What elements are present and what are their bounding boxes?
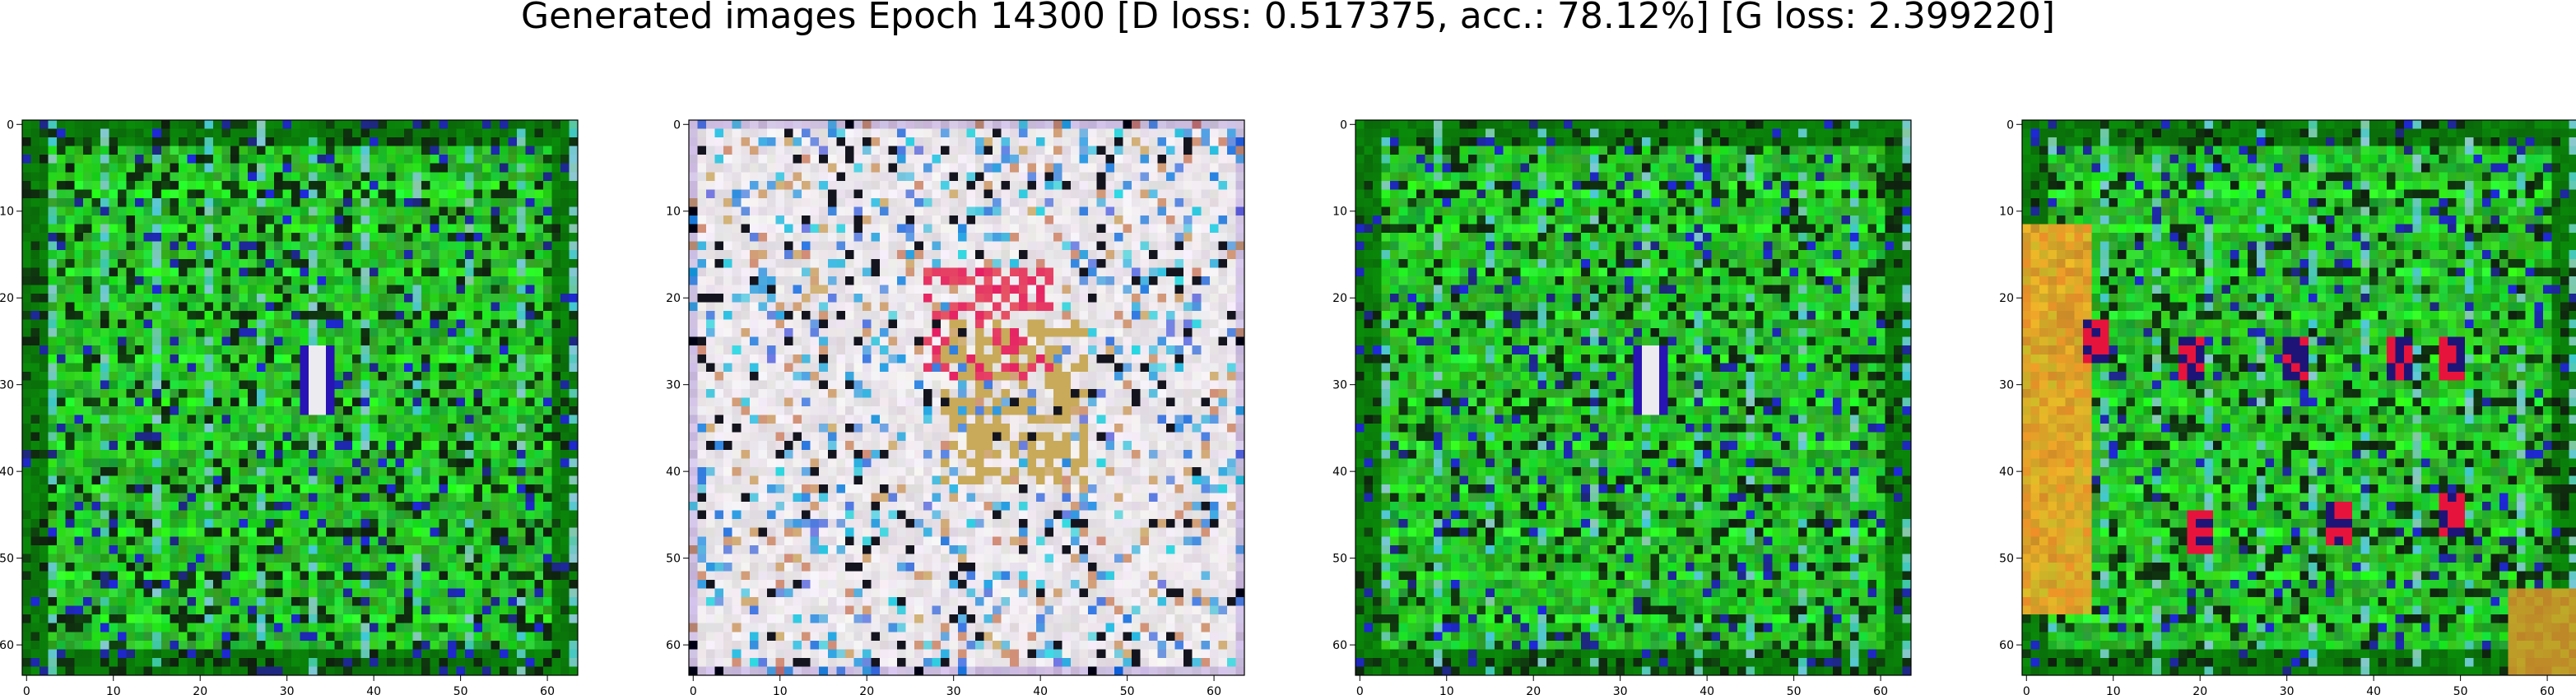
y-tick-label: 0 <box>673 118 681 132</box>
y-tick-label: 50 <box>1332 553 1347 566</box>
x-tick-label: 10 <box>2106 685 2121 695</box>
y-tick-label: 30 <box>0 379 14 392</box>
x-tick-label: 0 <box>2023 685 2030 695</box>
axes-frame <box>21 119 579 676</box>
y-tick-label: 50 <box>666 553 681 566</box>
y-tick-label: 10 <box>1999 206 2014 219</box>
y-tick-label: 60 <box>0 639 14 652</box>
y-tick-label: 20 <box>0 292 14 305</box>
y-tick-label: 20 <box>1999 292 2014 305</box>
x-tick-label: 50 <box>453 685 468 695</box>
x-tick-label: 20 <box>859 685 874 695</box>
y-tick-label: 20 <box>666 292 681 305</box>
y-tick-label: 30 <box>666 379 681 392</box>
x-tick-label: 60 <box>1207 685 1221 695</box>
x-tick-label: 50 <box>1120 685 1135 695</box>
x-tick-label: 60 <box>1873 685 1888 695</box>
x-tick-label: 20 <box>2192 685 2207 695</box>
generated-image-1 <box>22 120 578 675</box>
y-tick-label: 40 <box>1999 466 2014 479</box>
y-tick-label: 60 <box>666 639 681 652</box>
y-tick-label: 60 <box>1999 639 2014 652</box>
y-tick-label: 20 <box>1332 292 1347 305</box>
x-tick-label: 20 <box>1526 685 1541 695</box>
x-tick-label: 40 <box>366 685 381 695</box>
image-panel-4: 0 10 20 30 40 50 60 0 10 20 30 40 50 60 <box>1999 118 2576 695</box>
y-tick-label: 0 <box>1340 118 1347 132</box>
x-tick-label: 30 <box>1613 685 1628 695</box>
x-tick-label: 40 <box>2366 685 2381 695</box>
generated-image-3 <box>1355 120 1911 675</box>
generated-image-2 <box>689 120 1244 675</box>
image-panel-3: 0 10 20 30 40 50 60 0 10 20 30 40 50 60 <box>1332 118 1912 695</box>
y-tick-label: 10 <box>0 206 14 219</box>
axes-frame <box>1355 119 1912 676</box>
y-tick-label: 0 <box>7 118 14 132</box>
x-tick-label: 0 <box>1356 685 1364 695</box>
x-tick-label: 40 <box>1700 685 1714 695</box>
image-panel-2: 0 10 20 30 40 50 60 0 10 20 30 40 50 60 <box>666 118 1245 695</box>
image-panel-1: 0 10 20 30 40 50 60 0 10 20 30 40 50 60 <box>0 118 579 695</box>
y-tick-label: 30 <box>1332 379 1347 392</box>
axes-frame <box>2021 119 2576 676</box>
x-tick-label: 20 <box>193 685 207 695</box>
x-tick-label: 40 <box>1033 685 1048 695</box>
x-tick-label: 60 <box>540 685 555 695</box>
y-tick-label: 40 <box>1332 466 1347 479</box>
x-tick-label: 50 <box>2453 685 2468 695</box>
x-tick-label: 0 <box>23 685 30 695</box>
y-tick-label: 50 <box>0 553 14 566</box>
y-tick-label: 40 <box>0 466 14 479</box>
y-tick-label: 10 <box>666 206 681 219</box>
y-tick-label: 10 <box>1332 206 1347 219</box>
x-tick-label: 30 <box>946 685 961 695</box>
y-tick-label: 60 <box>1332 639 1347 652</box>
x-tick-label: 10 <box>1439 685 1454 695</box>
x-tick-label: 30 <box>280 685 295 695</box>
x-tick-label: 10 <box>106 685 121 695</box>
y-tick-label: 30 <box>1999 379 2014 392</box>
y-tick-label: 40 <box>666 466 681 479</box>
generated-image-4 <box>2022 120 2576 675</box>
x-tick-label: 10 <box>773 685 788 695</box>
figure-title: Generated images Epoch 14300 [D loss: 0.… <box>520 0 2056 37</box>
x-tick-label: 60 <box>2540 685 2555 695</box>
x-tick-label: 0 <box>690 685 697 695</box>
y-tick-label: 50 <box>1999 553 2014 566</box>
y-tick-label: 0 <box>2006 118 2014 132</box>
x-tick-label: 50 <box>1787 685 1802 695</box>
x-tick-label: 30 <box>2280 685 2295 695</box>
axes-frame <box>688 119 1245 676</box>
